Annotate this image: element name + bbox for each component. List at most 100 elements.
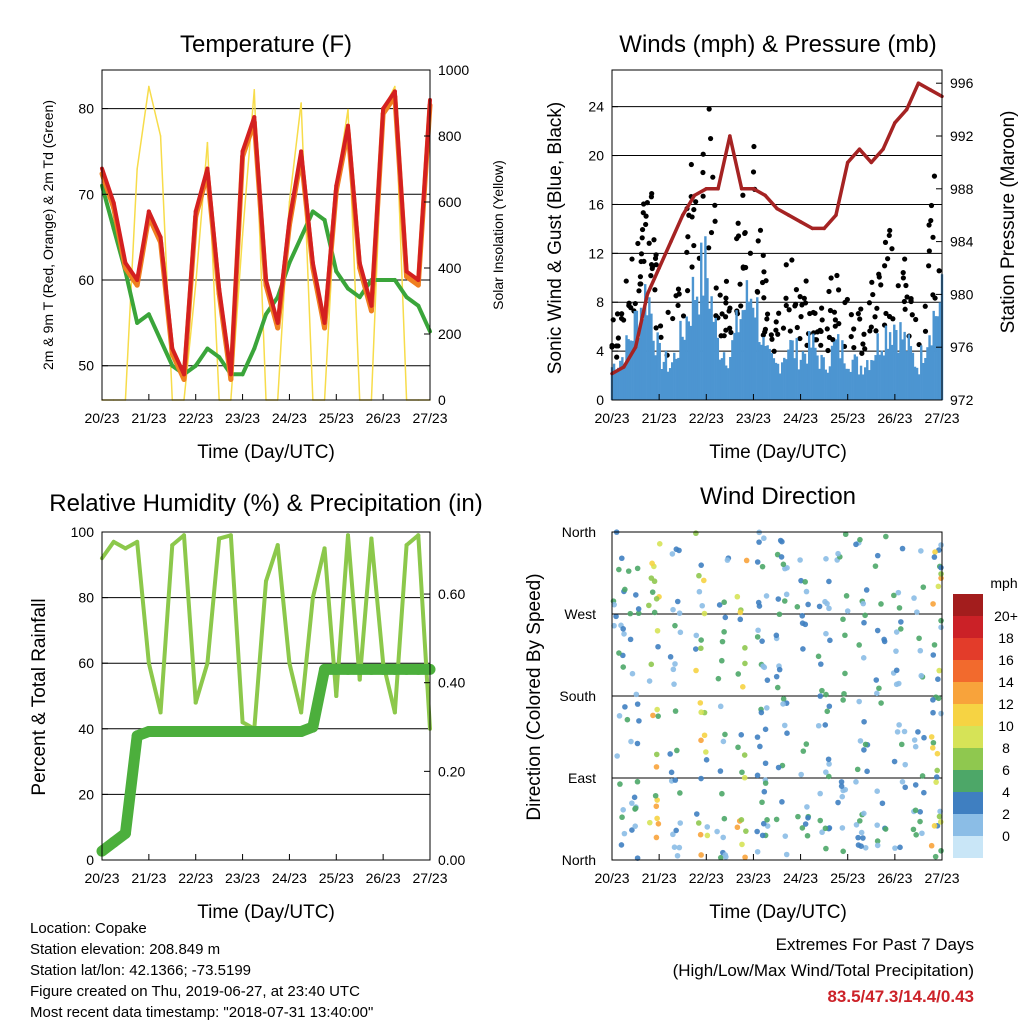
wind-direction-point xyxy=(613,613,619,620)
wind-direction-point xyxy=(917,647,924,654)
extremes-values: 83.5/47.3/14.4/0.43 xyxy=(827,987,974,1006)
wind-direction-point xyxy=(896,605,903,611)
temp-2m-segment xyxy=(158,235,175,351)
gust-point xyxy=(648,194,655,200)
gust-point xyxy=(755,238,761,244)
gust-point xyxy=(792,303,798,309)
wind-direction-point xyxy=(826,761,832,767)
temp-2m-segment xyxy=(334,123,350,188)
wind-direction-point xyxy=(754,559,761,565)
humidity-segment xyxy=(369,536,386,666)
wind-direction-point xyxy=(698,709,705,716)
extremes-subheading: (High/Low/Max Wind/Total Precipitation) xyxy=(672,961,974,980)
winds-xlabel: Time (Day/UTC) xyxy=(709,442,847,463)
wind-direction-point xyxy=(783,591,790,598)
humidity-segment xyxy=(205,536,222,666)
wind-direction-point xyxy=(672,661,678,667)
gust-point xyxy=(675,302,681,309)
wind-direction-point xyxy=(855,834,861,841)
gust-point xyxy=(708,229,715,236)
wind-direction-point xyxy=(763,593,770,599)
colorbar-label: 10 xyxy=(998,718,1014,734)
wind-direction-point xyxy=(823,556,829,562)
gust-point xyxy=(738,303,744,309)
wind-direction-point xyxy=(703,757,710,763)
gust-point xyxy=(776,310,782,316)
wind-direction-point xyxy=(912,782,919,788)
wind-direction-point xyxy=(653,803,660,810)
temp-2m-segment xyxy=(392,89,409,274)
dewpoint-segment xyxy=(205,346,222,360)
temperature-panel: Temperature (F) 50 60 70 80 0 200 400 600 800 10… xyxy=(40,31,506,463)
gust-point xyxy=(819,305,825,311)
gust-point xyxy=(760,252,766,258)
wind-direction-point xyxy=(762,760,769,767)
wind-direction-point xyxy=(874,822,880,828)
wind-direction-point xyxy=(696,572,702,579)
x-tick-label: 21/23 xyxy=(642,410,677,426)
dewpoint-segment xyxy=(193,346,210,368)
pressure-series xyxy=(610,81,944,376)
wind-direction-point xyxy=(901,728,908,735)
y-tick-label: 0 xyxy=(86,852,94,868)
wind-direction-point xyxy=(918,672,925,679)
x-tick-label: 25/23 xyxy=(319,410,354,426)
humidity-y-ticks: 0 20 40 60 80 100 xyxy=(71,524,108,868)
location-text: Location: Copake xyxy=(30,920,147,937)
gust-point xyxy=(618,315,625,322)
x-tick-label: 20/23 xyxy=(594,870,629,886)
wind-direction-point xyxy=(629,800,635,806)
wind-direction-point xyxy=(897,844,903,851)
x-tick-label: 22/23 xyxy=(178,410,213,426)
wind-direction-point xyxy=(616,566,622,573)
humidity-segment xyxy=(123,539,140,551)
gust-point xyxy=(761,269,767,275)
pressure-segment xyxy=(834,160,850,217)
colorbar-swatch xyxy=(953,704,983,726)
wind-direction-point xyxy=(861,747,867,753)
wind-direction-point xyxy=(633,592,639,598)
gust-point xyxy=(783,295,789,301)
wind-direction-point xyxy=(698,645,704,652)
wind-direction-point xyxy=(670,831,676,838)
colorbar-swatch xyxy=(953,638,983,660)
humidity-segment xyxy=(182,533,198,705)
wind-direction-point xyxy=(703,749,709,755)
wind-direction-point xyxy=(839,793,846,800)
wind-direction-point xyxy=(892,845,898,851)
wind-direction-point xyxy=(692,646,699,652)
wind-direction-point xyxy=(776,611,783,618)
wind-direction-point xyxy=(899,779,906,785)
wind-direction-point xyxy=(781,722,788,729)
wind-direction-point xyxy=(742,854,748,861)
wind-direction-point xyxy=(912,807,919,814)
wind-direction-point xyxy=(881,636,887,643)
gust-point xyxy=(886,313,893,320)
wind-direction-point xyxy=(667,751,673,757)
wind-direction-point xyxy=(742,645,748,651)
colorbar-swatch xyxy=(953,660,983,682)
wind-direction-point xyxy=(863,587,870,593)
wind-direction-point xyxy=(861,810,867,817)
wind-direction-point xyxy=(802,621,809,628)
gust-point xyxy=(652,287,658,293)
wind-direction-point xyxy=(896,722,902,728)
pressure-segment xyxy=(881,121,897,151)
wind-direction-point xyxy=(826,605,832,612)
gust-point xyxy=(615,335,621,341)
x-tick-label: 23/23 xyxy=(225,870,260,886)
wind-direction-point xyxy=(618,842,625,848)
pressure-segment xyxy=(716,134,732,191)
wind-direction-point xyxy=(911,595,917,601)
humidity-segment xyxy=(135,539,151,666)
wind-direction-point xyxy=(878,601,884,607)
wind-direction-point xyxy=(673,827,679,834)
wind-direction-point xyxy=(742,660,748,667)
temperature-ylabel: 2m & 9m T (Red, Orange) & 2m Td (Green) xyxy=(40,100,56,370)
x-tick-label: 26/23 xyxy=(366,410,401,426)
wind-direction-point xyxy=(778,554,785,560)
wind-direction-point xyxy=(611,622,617,629)
wind-direction-point xyxy=(697,831,704,838)
temp-9m-segment xyxy=(146,214,164,245)
wind-direction-point xyxy=(839,825,846,831)
